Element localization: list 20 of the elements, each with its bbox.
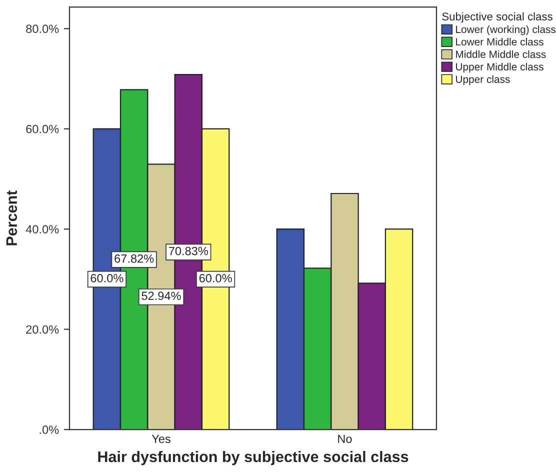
legend-label: Lower Middle class (456, 38, 544, 46)
x-tick-label: No (338, 434, 352, 444)
legend-label: Lower (working) class (456, 25, 556, 36)
y-tick-label: 40.0% (26, 225, 59, 234)
legend-label: Middle Middle class (456, 50, 546, 58)
data-label: 60.0% (90, 274, 124, 282)
y-tick-label: .0% (40, 426, 59, 434)
x-tick-label: Yes (152, 434, 170, 444)
data-label: 60.0% (199, 274, 232, 282)
legend-label: Upper class (456, 75, 510, 86)
data-label: 67.82% (114, 254, 154, 263)
y-tick-label: 20.0% (26, 325, 59, 334)
legend-label: Upper Middle class (456, 62, 544, 73)
legend-title: Subjective social class (442, 12, 552, 23)
y-tick-label: 80.0% (26, 24, 59, 34)
data-label: 70.83% (168, 246, 208, 256)
y-axis-title: Percent (6, 190, 18, 246)
y-tick-label: 60.0% (26, 124, 59, 134)
data-label: 52.94% (142, 292, 181, 300)
x-axis-title: Hair dysfunction by subjective social class (98, 450, 408, 466)
